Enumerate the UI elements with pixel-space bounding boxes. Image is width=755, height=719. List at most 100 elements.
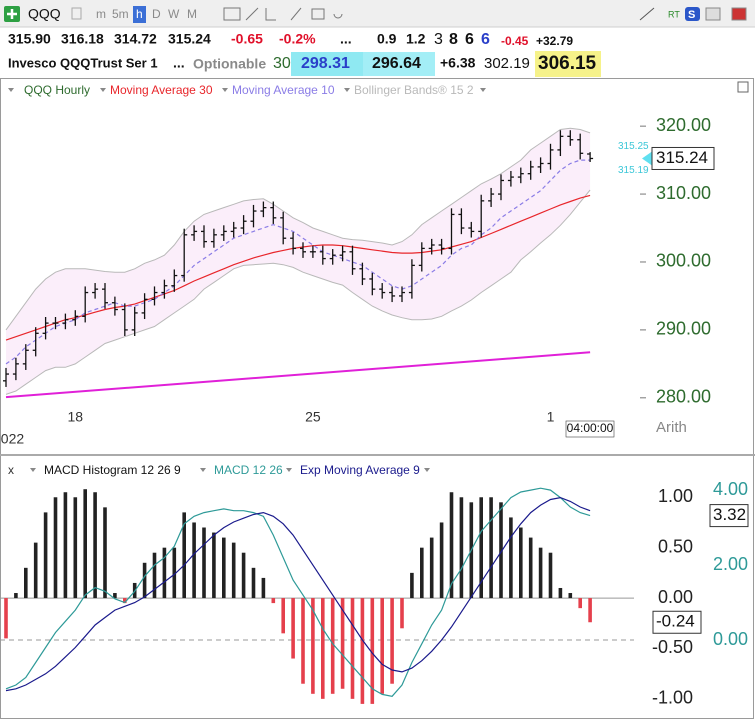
bollinger-fill <box>6 128 591 395</box>
histogram-bar <box>93 492 97 599</box>
interval[interactable]: M <box>187 7 197 21</box>
y-tick-label: 320.00 <box>656 115 711 135</box>
y-tick-label: 0.00 <box>658 587 693 607</box>
y2-tick-label: 2.00 <box>713 554 748 574</box>
stat: 6 <box>465 31 474 48</box>
value-label: 3.32 <box>713 505 746 524</box>
histogram-bar <box>578 598 582 609</box>
legend-arrow <box>30 468 36 472</box>
panel-controls[interactable] <box>737 81 749 93</box>
more: ... <box>340 31 352 47</box>
scale-label[interactable]: Arith <box>656 419 687 436</box>
histogram-bar <box>212 532 216 599</box>
stat: +6.38 <box>440 55 476 71</box>
histogram-bar <box>439 522 444 599</box>
histogram-bar <box>231 542 236 599</box>
bid: 315.19 <box>618 165 649 176</box>
stat: 0.9 <box>377 31 397 47</box>
histogram-bar <box>479 497 483 599</box>
s-button[interactable]: S <box>688 9 695 21</box>
price-plot <box>3 127 594 399</box>
change-pct: -0.2% <box>279 31 316 47</box>
legend-arrow <box>8 88 14 92</box>
stat: +32.79 <box>536 34 573 48</box>
more: ... <box>173 55 185 71</box>
legend-item: MACD Histogram 12 26 9 <box>44 463 181 477</box>
histogram-bar <box>360 598 365 704</box>
histogram-bar <box>24 567 28 599</box>
histogram-bar <box>489 497 493 599</box>
high: 316.18 <box>61 31 104 47</box>
last-price: 315.24 <box>656 148 708 167</box>
legend-arrow <box>344 88 350 92</box>
histogram-bar <box>340 598 345 689</box>
histogram-bar <box>568 593 573 599</box>
stat: 8 <box>449 31 458 48</box>
interval[interactable]: h <box>136 7 143 21</box>
add-button[interactable] <box>4 6 20 22</box>
toolbar-right[interactable]: RT S <box>639 7 747 21</box>
y-tick-label: 310.00 <box>656 183 711 203</box>
trendline <box>5 351 591 399</box>
bollinger-lower <box>5 189 591 395</box>
close-indicator[interactable]: x <box>8 463 14 477</box>
symbol[interactable]: QQQ <box>28 6 61 22</box>
stat: 306.15 <box>538 53 597 74</box>
change: -0.65 <box>231 31 263 47</box>
y2-tick-label: 0.00 <box>713 629 748 649</box>
stat: 296.64 <box>372 55 421 72</box>
y-tick-label: 0.50 <box>658 536 693 556</box>
highlight <box>363 52 435 76</box>
toolbar <box>0 0 755 27</box>
open: 315.90 <box>8 31 51 47</box>
histogram-bar <box>261 577 266 599</box>
histogram-bar <box>123 598 127 604</box>
legend-item: Bollinger Bands® 15 2 <box>354 83 474 97</box>
histogram-bar <box>301 598 305 684</box>
value-box <box>652 610 702 634</box>
x-tick-label: 1 <box>547 409 555 425</box>
histogram-bar <box>33 542 38 599</box>
interval[interactable]: m <box>96 7 106 21</box>
histogram-bar <box>390 598 394 684</box>
legend-item: Moving Average 30 <box>110 83 213 97</box>
histogram-bar <box>162 547 167 599</box>
interval[interactable]: D <box>152 7 161 21</box>
toolbar-icons[interactable] <box>223 7 343 21</box>
value-box <box>709 504 749 528</box>
histogram-bar <box>558 587 563 599</box>
histogram-bar <box>429 537 434 599</box>
histogram-bar <box>499 502 503 599</box>
stat: 302.19 <box>484 55 530 72</box>
stat: 298.31 <box>301 55 350 72</box>
histogram-bar <box>400 598 404 629</box>
stat: 6 <box>481 31 490 48</box>
histogram-bar <box>459 497 464 599</box>
y-tick-label: 290.00 <box>656 319 711 339</box>
interval[interactable]: 5m <box>112 7 129 21</box>
icon[interactable] <box>71 7 82 20</box>
rt[interactable]: RT <box>668 9 680 19</box>
histogram-bar <box>538 547 543 599</box>
y-tick-label: 280.00 <box>656 387 711 407</box>
interval[interactable]: W <box>168 7 180 21</box>
histogram-bar <box>202 527 206 599</box>
line <box>5 487 591 697</box>
histogram-bar <box>420 547 424 599</box>
histogram-bar <box>271 598 276 604</box>
time-label: 04:00:00 <box>567 421 614 435</box>
histogram-bar <box>83 489 87 599</box>
y-tick-label: -0.50 <box>652 637 693 657</box>
histogram-bar <box>113 593 117 599</box>
histogram-bar <box>192 522 196 599</box>
y-tick-label: -1.00 <box>652 688 693 708</box>
y-tick-label: 300.00 <box>656 251 711 271</box>
value-label: -0.24 <box>656 612 695 631</box>
macd-plot <box>0 487 634 704</box>
company: Invesco QQQTrust Ser 1 <box>8 55 158 70</box>
highlight <box>291 52 363 76</box>
line <box>5 496 591 692</box>
legend-arrow <box>222 88 228 92</box>
histogram-bar <box>63 492 68 599</box>
legend-arrow <box>480 88 486 92</box>
